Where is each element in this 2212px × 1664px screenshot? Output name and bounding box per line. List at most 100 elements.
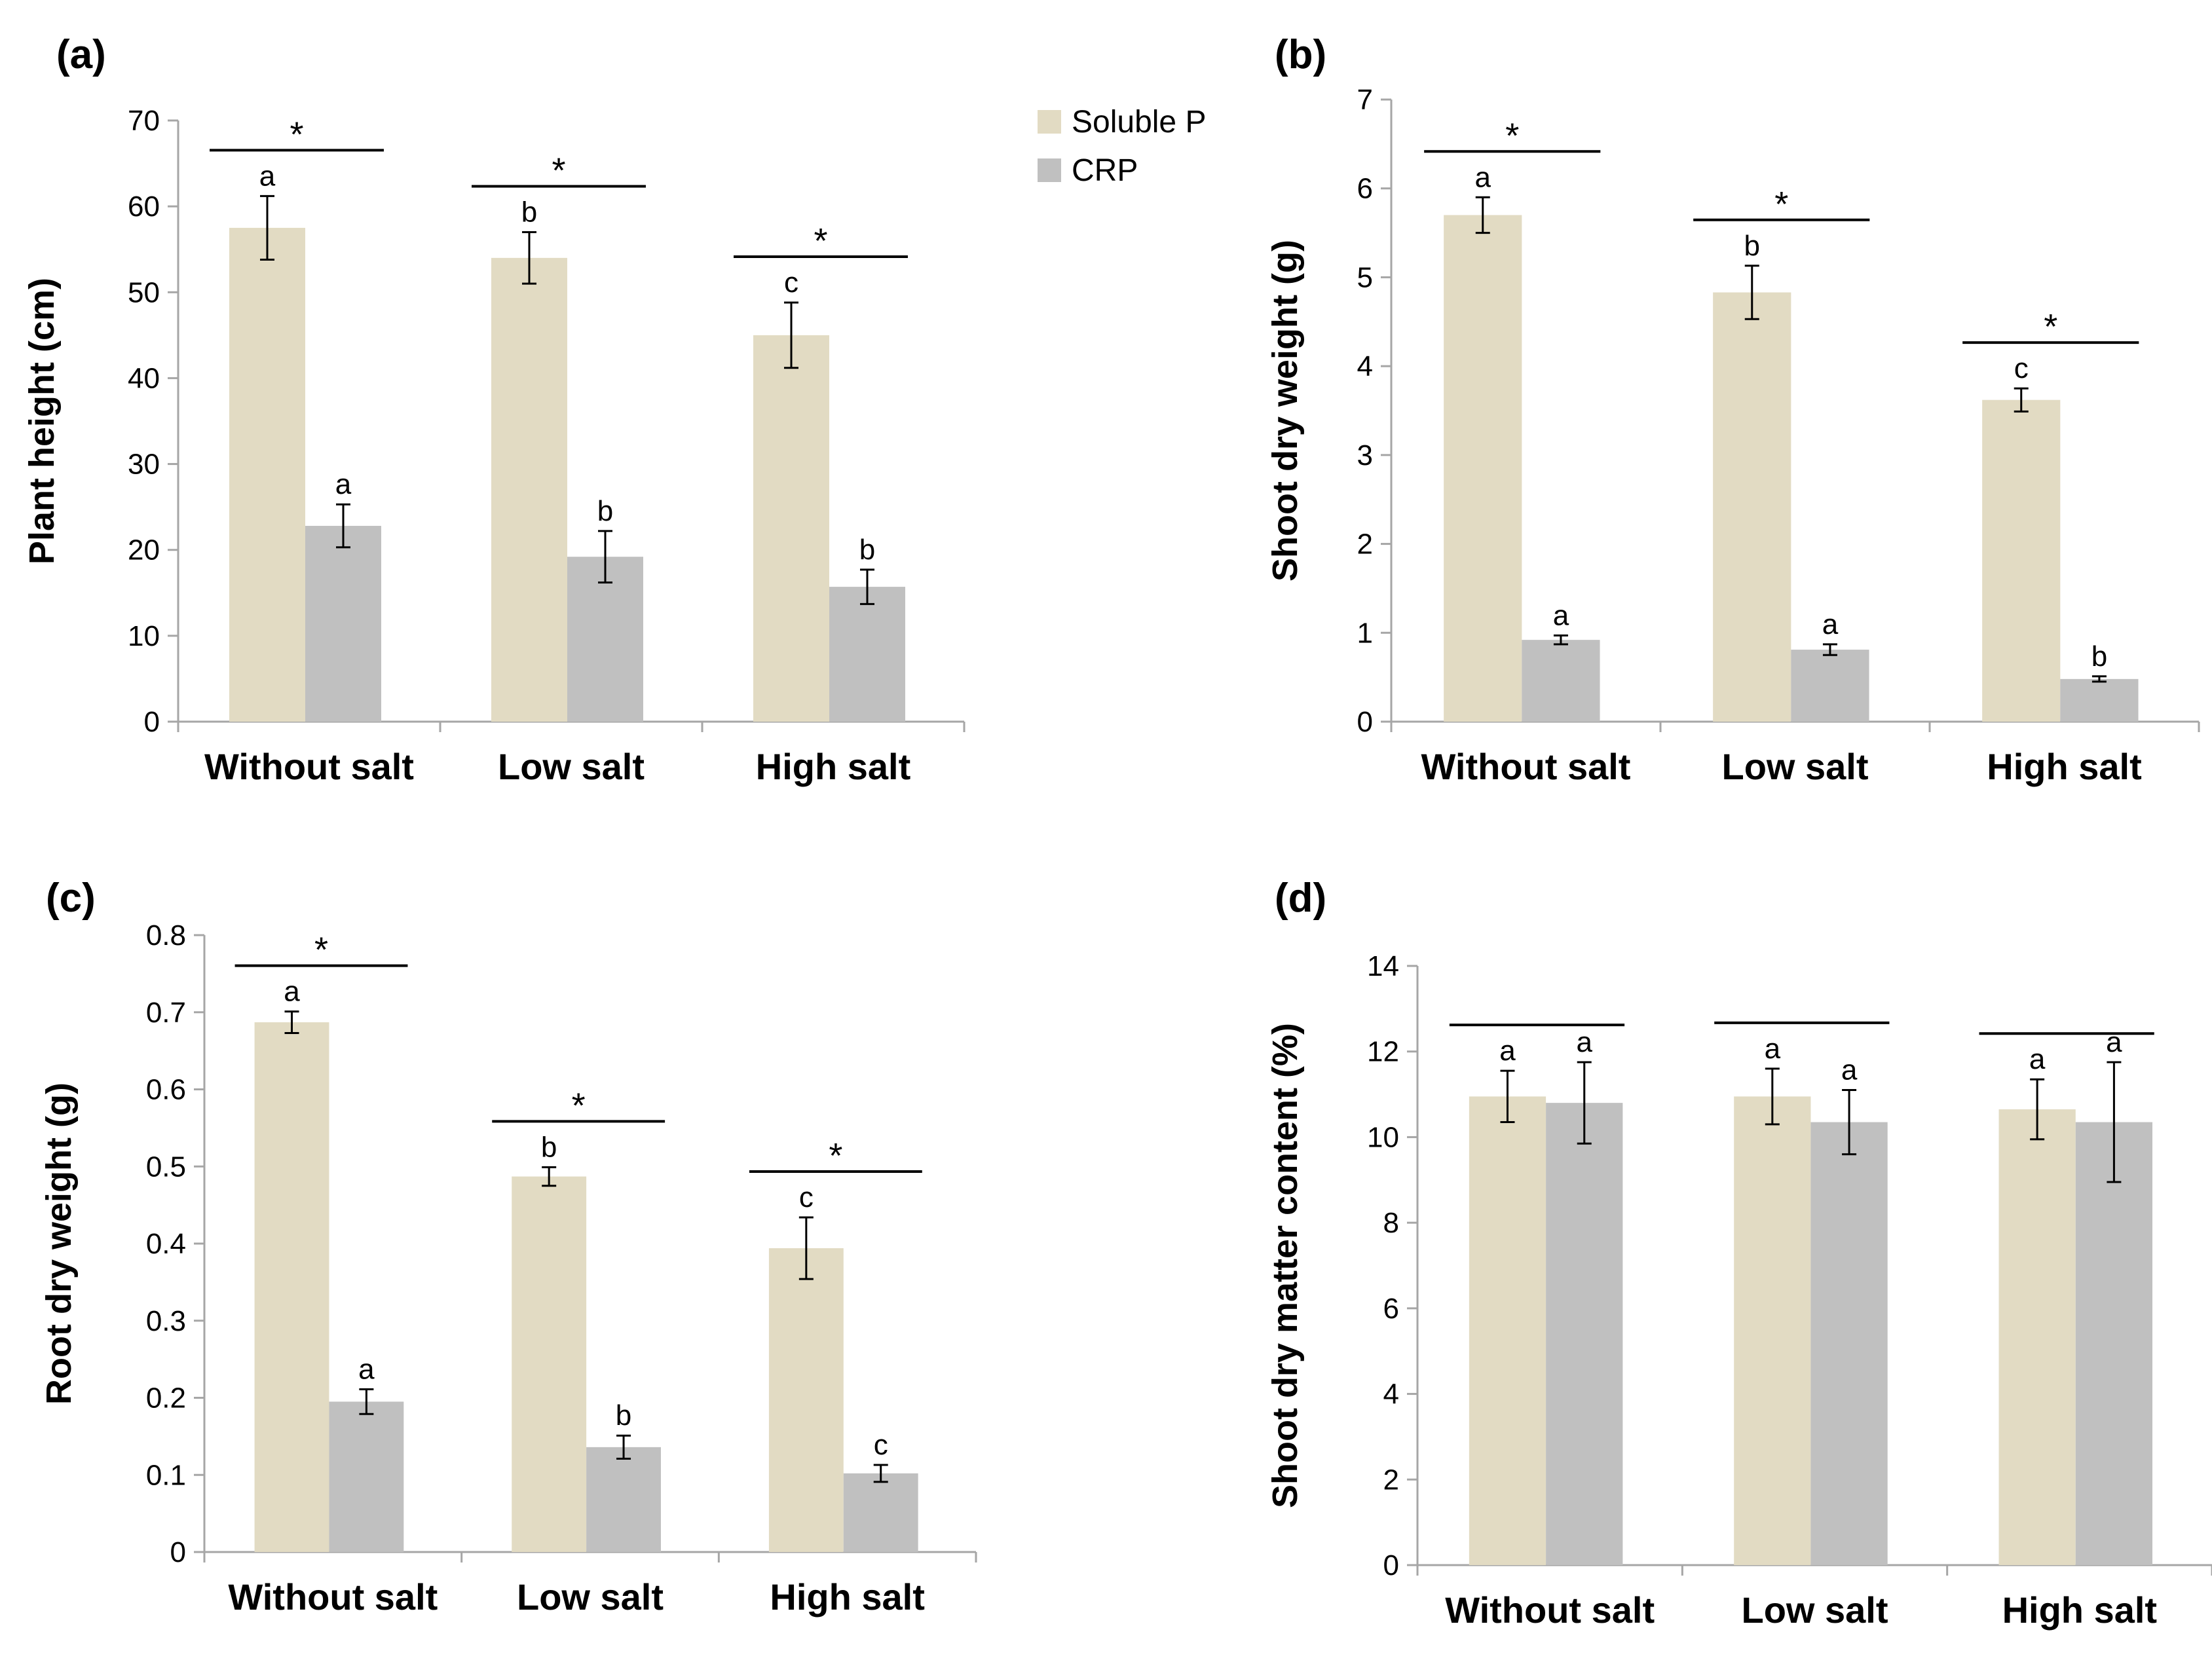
bar-soluble-p <box>1444 215 1522 722</box>
bar-soluble-p <box>229 227 305 722</box>
bar-soluble-p <box>491 257 567 722</box>
significance-star: * <box>314 931 328 970</box>
y-tick-label: 70 <box>128 105 160 137</box>
bar-crp <box>1546 1103 1623 1565</box>
y-tick-label: 0 <box>144 706 160 738</box>
legend-label-crp: CRP <box>1072 153 1138 188</box>
panel-a-plot: 0 10 20 30 40 50 60 70 Plant height (cm) Without … <box>22 105 965 787</box>
significance-letter: b <box>1744 230 1759 262</box>
y-tick-label: 40 <box>128 362 160 394</box>
category-label: Without salt <box>204 746 414 787</box>
y-tick-label: 0.1 <box>146 1459 186 1491</box>
bar-soluble-p <box>1713 292 1791 722</box>
significance-letter: a <box>1822 608 1839 640</box>
y-tick-label: 5 <box>1357 261 1373 293</box>
bar-crp <box>586 1447 661 1552</box>
significance-letter: b <box>541 1131 557 1163</box>
y-axis-title: Root dry weight (g) <box>39 1082 79 1405</box>
significance-letter: a <box>335 468 352 500</box>
y-tick-label: 0.5 <box>146 1151 186 1183</box>
y-tick-label: 4 <box>1383 1378 1399 1411</box>
panel-d: (d) 0 2 4 6 8 10 12 14 Shoot dry matter content … <box>1265 876 2212 1631</box>
y-tick-label: 8 <box>1383 1207 1399 1239</box>
significance-star: * <box>814 221 827 261</box>
category-label: High salt <box>1987 746 2141 787</box>
panel-d-plot: 0 2 4 6 8 10 12 14 Shoot dry matter content (%) W… <box>1265 950 2212 1631</box>
significance-letter: c <box>799 1181 814 1213</box>
category-label: Without salt <box>228 1576 438 1618</box>
significance-star: * <box>829 1136 842 1175</box>
legend-swatch-soluble-p <box>1038 110 1061 134</box>
y-tick-label: 2 <box>1357 528 1373 561</box>
bar-crp <box>2060 678 2139 722</box>
y-tick-label: 7 <box>1357 84 1373 116</box>
y-tick-label: 0 <box>170 1536 186 1568</box>
y-tick-label: 0.2 <box>146 1382 186 1414</box>
y-tick-label: 0.3 <box>146 1305 186 1337</box>
y-axis-title: Shoot dry matter content (%) <box>1265 1023 1305 1508</box>
significance-letter: b <box>597 495 613 527</box>
significance-letter: a <box>2106 1026 2122 1058</box>
y-tick-label: 10 <box>128 620 160 652</box>
category-label: High salt <box>2002 1589 2157 1631</box>
y-tick-label: 3 <box>1357 439 1373 471</box>
bar-crp <box>1791 650 1869 722</box>
bar-soluble-p <box>512 1176 587 1552</box>
panel-c-label: (c) <box>46 876 96 921</box>
y-tick-label: 14 <box>1367 950 1399 982</box>
panel-d-label: (d) <box>1275 876 1326 921</box>
panel-b: (b) 0 1 2 3 4 5 6 7 Shoot dry weight (g) Without … <box>1265 32 2200 787</box>
y-tick-label: 2 <box>1383 1464 1399 1496</box>
y-tick-label: 6 <box>1383 1293 1399 1325</box>
bar-soluble-p <box>768 1248 844 1552</box>
significance-star: * <box>290 115 303 154</box>
y-axis-title: Plant height (cm) <box>22 278 62 564</box>
panel-a: (a) 0 10 20 30 40 50 60 70 Plant height (cm) With… <box>22 32 965 787</box>
significance-letter: b <box>2091 640 2107 673</box>
y-tick-label: 0.4 <box>146 1228 186 1260</box>
bar-soluble-p <box>1734 1096 1811 1565</box>
y-tick-label: 12 <box>1367 1036 1399 1068</box>
bar-soluble-p <box>254 1022 329 1552</box>
bar-soluble-p <box>1998 1109 2076 1565</box>
y-tick-label: 30 <box>128 449 160 481</box>
bar-crp <box>329 1401 404 1552</box>
significance-letter: a <box>284 976 300 1008</box>
category-label: Without salt <box>1421 746 1631 787</box>
y-tick-label: 20 <box>128 534 160 566</box>
bar-crp <box>2075 1122 2153 1565</box>
significance-star: * <box>552 151 565 190</box>
y-tick-label: 1 <box>1357 617 1373 649</box>
significance-letter: a <box>1765 1033 1781 1065</box>
y-tick-label: 0 <box>1383 1549 1399 1581</box>
y-tick-label: 6 <box>1357 173 1373 205</box>
significance-letter: a <box>1499 1035 1516 1067</box>
significance-letter: a <box>1474 161 1491 193</box>
panel-c-plot: 0 0.1 0.2 0.3 0.4 0.5 0.6 0.7 0.8 Root dry weight… <box>39 919 977 1618</box>
bar-soluble-p <box>1469 1096 1547 1565</box>
category-label: Low salt <box>1741 1589 1888 1631</box>
panel-c: (c) 0 0.1 0.2 0.3 0.4 0.5 0.6 0.7 0.8 Root dry we… <box>39 876 977 1618</box>
significance-letter: b <box>616 1399 631 1432</box>
y-tick-label: 10 <box>1367 1121 1399 1153</box>
significance-letter: a <box>1576 1026 1592 1058</box>
legend-label-soluble-p: Soluble P <box>1072 105 1206 139</box>
significance-star: * <box>1505 116 1519 155</box>
bar-crp <box>843 1473 918 1552</box>
panel-b-label: (b) <box>1275 32 1326 77</box>
y-tick-label: 0.6 <box>146 1074 186 1106</box>
bar-crp <box>1810 1122 1888 1565</box>
y-axis-title: Shoot dry weight (g) <box>1265 240 1305 582</box>
bar-soluble-p <box>753 335 829 722</box>
legend-swatch-crp <box>1038 158 1061 182</box>
significance-star: * <box>572 1086 586 1125</box>
significance-star: * <box>1774 185 1788 224</box>
significance-star: * <box>2044 307 2057 346</box>
panel-a-label: (a) <box>56 32 106 77</box>
bar-crp <box>829 587 905 722</box>
legend: Soluble P CRP <box>1038 105 1206 188</box>
significance-letter: a <box>2029 1043 2046 1075</box>
category-label: Without salt <box>1445 1589 1655 1631</box>
category-label: High salt <box>756 746 910 787</box>
